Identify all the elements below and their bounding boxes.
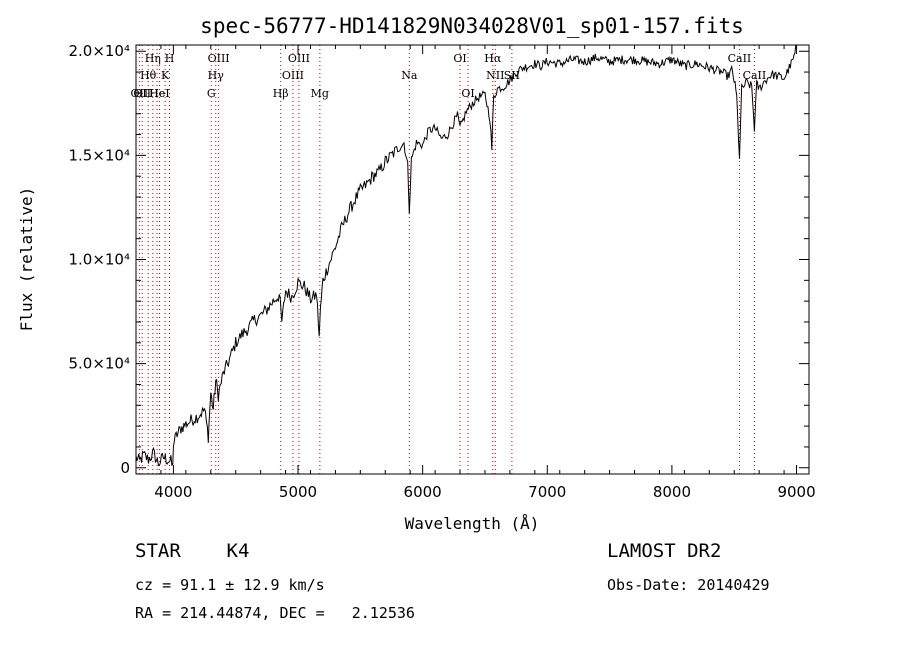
spectral-line-label-1: OII: [133, 87, 151, 100]
x-tick-label-3: 7000: [528, 483, 566, 501]
x-tick-label-5: 9000: [777, 483, 815, 501]
y-tick-label-1: 5.0×10⁴: [68, 355, 130, 373]
x-tick-label-2: 6000: [404, 483, 442, 501]
coordinates: RA = 214.44874, DEC = 2.12536: [135, 604, 415, 622]
y-tick-label-4: 2.0×10⁴: [68, 42, 130, 60]
spectral-line-label-2: Hθ: [140, 69, 157, 82]
spectral-line-labels: OIIOIIHθHηHeHeIKHGHγOIIIHβOIIIOIIIMgNaOI…: [131, 52, 767, 100]
y-axis-label: Flux (relative): [17, 187, 36, 332]
spectral-line-label-22: CaII: [743, 69, 767, 82]
spectral-line-label-13: OIII: [288, 52, 310, 65]
spectral-line-label-4: He: [149, 87, 165, 100]
spectral-line-label-18: Hα: [484, 52, 502, 65]
spectral-line-label-7: H: [165, 52, 175, 65]
spectral-line-label-16: OI: [453, 52, 466, 65]
spectral-line-label-15: Na: [401, 69, 418, 82]
spectral-line-label-6: K: [161, 69, 170, 82]
survey-name: LAMOST DR2: [607, 540, 722, 562]
flux-series-line-0: [135, 44, 797, 467]
spectrum-chart: spec-56777-HD141829N034028V01_sp01-157.f…: [17, 14, 816, 533]
x-axis-label: Wavelength (Å): [405, 514, 540, 533]
x-tick-label-1: 5000: [279, 483, 317, 501]
axis-ticks: 4000 5000 6000 7000 8000 9000 0 5.0×10⁴ 1.0×10⁴ 1…: [68, 42, 815, 501]
observation-date: Obs-Date: 20140429: [607, 576, 770, 594]
y-tick-label-2: 1.0×10⁴: [68, 251, 130, 269]
y-tick-label-0: 0: [120, 459, 130, 477]
spectral-line-label-11: Hβ: [273, 87, 289, 100]
plot-frame: [135, 44, 810, 475]
spectral-line-label-12: OIII: [282, 69, 304, 82]
redshift-velocity: cz = 91.1 ± 12.9 km/s: [135, 576, 325, 594]
spectral-line-label-9: Hγ: [208, 69, 225, 82]
spectral-line-label-8: G: [207, 87, 216, 100]
spectral-line-label-10: OIII: [208, 52, 230, 65]
spectral-line-label-20: SII: [504, 69, 520, 82]
x-tick-label-0: 4000: [154, 483, 192, 501]
spectral-line-label-21: CaII: [728, 52, 752, 65]
spectral-line-label-17: OI: [461, 87, 474, 100]
object-class: STAR K4: [135, 540, 250, 562]
spectral-line-label-19: NII: [486, 69, 504, 82]
chart-title: spec-56777-HD141829N034028V01_sp01-157.f…: [200, 14, 744, 38]
spectral-line-label-0: OII: [131, 87, 149, 100]
flux-series: [135, 44, 797, 467]
spectral-line-markers: [138, 45, 755, 474]
spectral-line-label-14: Mg: [311, 87, 329, 100]
x-tick-label-4: 8000: [653, 483, 691, 501]
y-tick-label-3: 1.5×10⁴: [68, 146, 130, 164]
spectral-line-label-5: HeI: [149, 87, 169, 100]
spectral-line-label-3: Hη: [145, 52, 161, 65]
